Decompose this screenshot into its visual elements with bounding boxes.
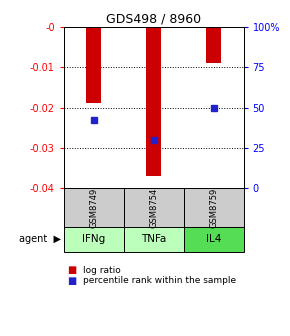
Text: agent  ▶: agent ▶ <box>19 235 61 244</box>
Text: GSM8749: GSM8749 <box>89 187 98 227</box>
Text: TNFa: TNFa <box>141 235 166 244</box>
Bar <box>146 27 161 176</box>
Text: percentile rank within the sample: percentile rank within the sample <box>83 276 236 285</box>
Text: log ratio: log ratio <box>83 266 120 275</box>
Text: GSM8759: GSM8759 <box>209 187 218 227</box>
Text: IL4: IL4 <box>206 235 221 244</box>
Title: GDS498 / 8960: GDS498 / 8960 <box>106 13 201 26</box>
Text: IFNg: IFNg <box>82 235 105 244</box>
Bar <box>206 27 221 63</box>
Text: ■: ■ <box>67 265 76 276</box>
Text: ■: ■ <box>67 276 76 286</box>
Bar <box>86 27 101 103</box>
Text: GSM8754: GSM8754 <box>149 187 158 227</box>
